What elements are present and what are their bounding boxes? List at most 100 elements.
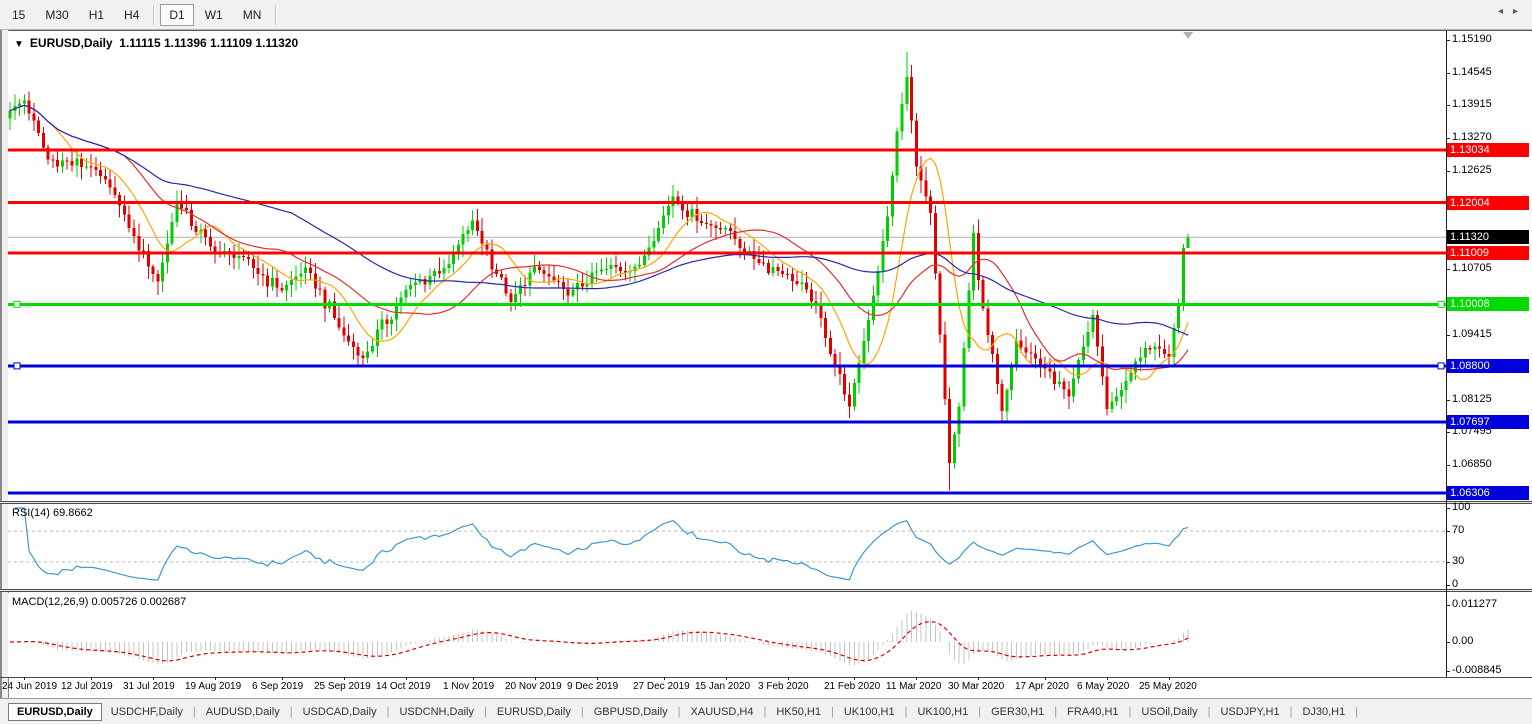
tab-separator: | — [830, 705, 834, 718]
price-level-label: 1.10008 — [1447, 297, 1529, 312]
price-level-label: 1.12004 — [1447, 195, 1529, 210]
collapse-icon[interactable]: ▼ — [14, 39, 24, 50]
rsi-line — [14, 507, 1189, 581]
y-axis-tick-mark — [1446, 170, 1450, 172]
price-level-label: 1.06306 — [1447, 486, 1529, 500]
y-axis-tick: 1.08125 — [1452, 393, 1492, 406]
macd-svg — [10, 611, 1189, 666]
y-axis-tick-mark — [1446, 432, 1450, 434]
macd-axis-tick: 0.00 — [1452, 635, 1474, 647]
y-axis-tick-mark — [1446, 105, 1450, 106]
chart-tab-UK100,H1[interactable]: UK100,H1 — [917, 705, 969, 718]
rsi-tick-mark — [1446, 508, 1450, 509]
macd-axis-tick: 0.011277 — [1452, 598, 1498, 610]
chart-tab-USDCHF,Daily[interactable]: USDCHF,Daily — [110, 705, 183, 718]
x-axis-label: 15 Jan 2020 — [695, 681, 751, 692]
x-axis-label: 3 Feb 2020 — [758, 681, 809, 692]
line-handle[interactable] — [1437, 300, 1445, 308]
y-axis-tick-mark — [1446, 137, 1450, 139]
macd-panel[interactable] — [8, 593, 1446, 677]
tab-separator: | — [904, 705, 908, 718]
rsi-tick-mark — [1446, 561, 1450, 563]
panel-splitter[interactable] — [0, 501, 1532, 504]
chart-tab-UK100,H1[interactable]: UK100,H1 — [843, 705, 895, 718]
macd-label: MACD(12,26,9) 0.005726 0.002687 — [12, 596, 187, 608]
timeframe-button-MN[interactable]: MN — [242, 7, 262, 22]
x-axis-label: 30 Mar 2020 — [948, 681, 1005, 692]
chart-tab-GER30,H1[interactable]: GER30,H1 — [991, 705, 1045, 718]
timeframe-button-15[interactable]: 15 — [12, 7, 26, 22]
rsi-label: RSI(14) 69.8662 — [12, 507, 93, 519]
x-axis-label: 25 Sep 2019 — [314, 681, 371, 692]
line-handle[interactable] — [13, 362, 21, 370]
chart-tab-FRA40,H1[interactable]: FRA40,H1 — [1067, 705, 1119, 718]
price-level-label: 1.07697 — [1447, 415, 1529, 430]
timeframe-button-H1[interactable]: H1 — [88, 7, 105, 22]
current-price-label: 1.11320 — [1447, 230, 1529, 245]
x-axis-tick-mark — [24, 677, 26, 680]
chart-tab-AUDUSD,Daily[interactable]: AUDUSD,Daily — [205, 705, 280, 718]
rsi-panel[interactable] — [8, 504, 1446, 589]
x-axis-tick-mark — [405, 677, 407, 680]
timeframe-button-W1[interactable]: W1 — [204, 7, 223, 22]
rsi-axis-tick: 30 — [1452, 554, 1465, 567]
chart-tab-XAUUSD,H4[interactable]: XAUUSD,H4 — [690, 705, 754, 718]
y-axis-tick: 1.06850 — [1452, 458, 1492, 471]
x-axis-tick-mark — [725, 677, 727, 680]
y-axis-tick-mark — [1446, 268, 1450, 270]
tab-separator: | — [1355, 705, 1359, 718]
chart-border — [0, 30, 1532, 31]
toolbar-separator — [275, 4, 278, 25]
x-axis-label: 6 Sep 2019 — [252, 681, 304, 692]
tab-separator: | — [192, 705, 196, 718]
chart-tab-USDJPY,H1[interactable]: USDJPY,H1 — [1220, 705, 1280, 718]
y-axis-tick: 1.15190 — [1452, 33, 1492, 45]
x-axis-label: 6 May 2020 — [1077, 681, 1130, 692]
hline-1.08800[interactable] — [8, 362, 1446, 370]
y-axis-tick-mark — [1446, 400, 1450, 402]
line-handle[interactable] — [13, 300, 21, 308]
macd-tick-mark — [1446, 605, 1450, 606]
chart-tab-USDCAD,Daily[interactable]: USDCAD,Daily — [302, 705, 377, 718]
line-handle[interactable] — [1437, 362, 1445, 370]
chart-tab-HK50,H1[interactable]: HK50,H1 — [776, 705, 821, 718]
chart-tab-EURUSD,Daily[interactable]: EURUSD,Daily — [8, 702, 102, 721]
chart-shift-marker-icon[interactable] — [1183, 32, 1194, 39]
timeframe-button-H4[interactable]: H4 — [124, 7, 140, 22]
tab-scroll-left-icon[interactable]: ◂ — [1497, 6, 1513, 17]
macd-signal-line — [10, 620, 1189, 662]
x-axis-label: 24 Jun 2019 — [2, 681, 58, 692]
chart-tab-DJ30,H1[interactable]: DJ30,H1 — [1302, 705, 1346, 718]
y-axis-tick: 1.13915 — [1452, 98, 1492, 110]
price-axis-divider — [1446, 31, 1447, 677]
timeframe-button-D1[interactable]: D1 — [160, 3, 194, 26]
y-axis-tick-mark — [1446, 40, 1450, 41]
chart-tab-GBPUSD,Daily[interactable]: GBPUSD,Daily — [593, 705, 668, 718]
timeframe-button-M30[interactable]: M30 — [45, 7, 69, 22]
ma-slow-line — [9, 104, 1189, 336]
price-chart-svg — [8, 32, 1446, 495]
tab-scroll-right-icon[interactable]: ▸ — [1512, 6, 1528, 17]
toolbar-separator — [153, 4, 156, 25]
x-axis-tick-mark — [215, 677, 217, 680]
price-chart-panel[interactable] — [8, 31, 1446, 501]
tab-separator: | — [1054, 705, 1058, 718]
x-axis-label: 9 Dec 2019 — [567, 681, 619, 692]
x-axis-tick-mark — [854, 677, 856, 680]
panel-splitter[interactable] — [0, 589, 1532, 592]
tab-scroll-arrows: ◂▸ — [1498, 6, 1528, 17]
x-axis-tick-mark — [472, 677, 474, 680]
chart-tab-USOil,Daily[interactable]: USOil,Daily — [1141, 705, 1198, 718]
time-axis-line — [0, 677, 1532, 678]
chart-tab-USDCNH,Daily[interactable]: USDCNH,Daily — [399, 705, 474, 718]
price-level-label: 1.11009 — [1447, 246, 1529, 261]
hline-1.10008[interactable] — [8, 300, 1446, 308]
chart-tab-EURUSD,Daily[interactable]: EURUSD,Daily — [496, 705, 571, 718]
tab-separator: | — [386, 705, 390, 718]
x-axis-label: 1 Nov 2019 — [443, 681, 495, 692]
x-axis-tick-mark — [91, 677, 93, 680]
tab-separator: | — [763, 705, 767, 718]
macd-tick-mark — [1446, 642, 1450, 643]
x-axis-label: 27 Dec 2019 — [633, 681, 690, 692]
